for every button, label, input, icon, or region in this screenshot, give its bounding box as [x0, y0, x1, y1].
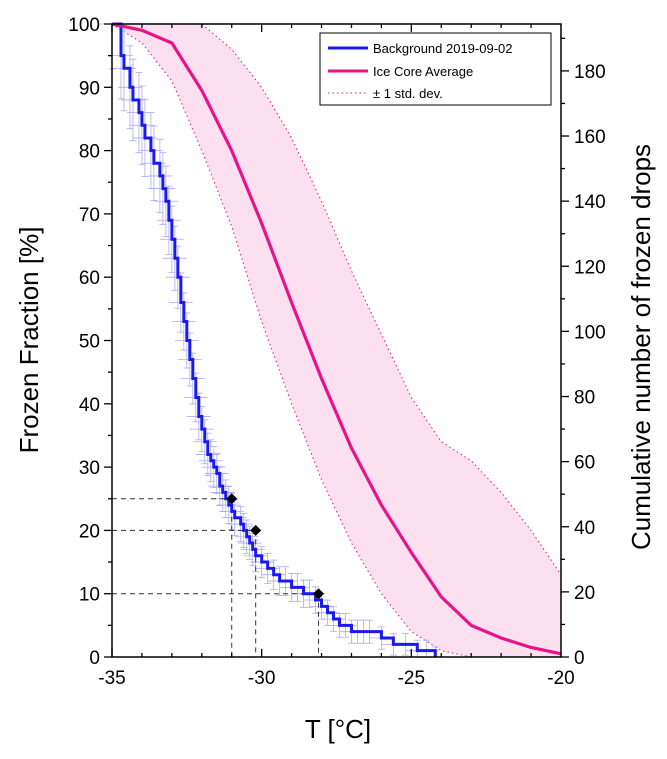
std-dev-band-fill — [112, 24, 561, 657]
x-tick-labels: -35 -30 -25 -20 — [98, 668, 574, 689]
y-tick-label: 30 — [79, 458, 100, 479]
y-tick-label: 90 — [79, 78, 100, 99]
y2-tick-label: 60 — [574, 453, 595, 474]
y-tick-label: 50 — [79, 332, 100, 353]
x-tick-label: -25 — [398, 668, 425, 689]
x-axis-title: T [°C] — [305, 714, 371, 744]
diamond-markers — [226, 493, 325, 600]
diamond-marker — [226, 493, 238, 505]
y-tick-label: 100 — [68, 15, 100, 36]
legend: Background 2019-09-02 Ice Core Average ±… — [319, 32, 552, 106]
legend-label-background: Background 2019-09-02 — [373, 41, 513, 56]
y-tick-label: 0 — [89, 648, 100, 669]
y-tick-label: 40 — [79, 395, 100, 416]
diamond-marker — [313, 588, 325, 600]
y-tick-label: 80 — [79, 142, 100, 163]
y-tick-label: 20 — [79, 521, 100, 542]
x-tick-label: -35 — [98, 668, 125, 689]
y2-tick-label: 140 — [574, 192, 606, 213]
std-dev-lower-line — [111, 23, 561, 658]
y2-tick-labels: 0 20 40 60 80 100 120 140 160 180 — [574, 62, 606, 669]
y2-tick-label: 120 — [574, 257, 606, 278]
y-axis-title: Frozen Fraction [%] — [14, 227, 44, 454]
y2-tick-label: 80 — [574, 388, 595, 409]
y-tick-label: 70 — [79, 205, 100, 226]
axis-ticks — [104, 23, 569, 658]
y2-tick-label: 40 — [574, 518, 595, 539]
y2-tick-label: 20 — [574, 583, 595, 604]
background-series-line — [112, 22, 437, 657]
x-tick-label: -20 — [547, 668, 574, 689]
legend-label-ice-core: Ice Core Average — [373, 64, 473, 79]
diamond-marker — [250, 524, 262, 536]
x-tick-label: -30 — [248, 668, 275, 689]
y2-tick-label: 0 — [574, 648, 585, 669]
legend-label-std-dev: ± 1 std. dev. — [373, 86, 443, 101]
y-tick-label: 60 — [79, 268, 100, 289]
y2-axis-title: Cumulative number of frozen drops — [626, 144, 656, 550]
y2-tick-label: 100 — [574, 322, 606, 343]
y2-tick-label: 180 — [574, 62, 606, 83]
legend-box — [319, 32, 552, 106]
y2-tick-label: 160 — [574, 127, 606, 148]
ice-core-average-line — [111, 22, 562, 656]
y-tick-labels: 0 10 20 30 40 50 60 70 80 90 100 — [68, 15, 100, 669]
y-tick-label: 10 — [79, 585, 100, 606]
